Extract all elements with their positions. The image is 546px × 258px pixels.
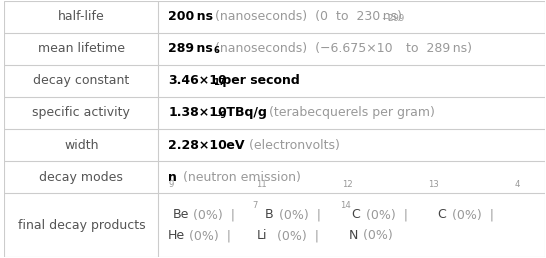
Text: 4: 4	[514, 180, 520, 189]
Text: width: width	[64, 139, 99, 151]
Text: C: C	[351, 208, 360, 221]
Text: B: B	[265, 208, 274, 221]
Text: n: n	[168, 171, 177, 184]
Text: 17: 17	[213, 78, 225, 87]
Text: (0%)  |: (0%) |	[271, 208, 329, 221]
Text: Be: Be	[173, 208, 189, 221]
Text: final decay products: final decay products	[17, 219, 145, 232]
Text: 9: 9	[168, 180, 174, 189]
Text: half-life: half-life	[58, 10, 105, 23]
Text: C: C	[437, 208, 446, 221]
Text: 1.38×10: 1.38×10	[168, 107, 227, 119]
Text: 6: 6	[213, 46, 219, 55]
Text: −9: −9	[213, 110, 227, 119]
Text: (0%)  |: (0%) |	[181, 229, 239, 243]
Text: Li: Li	[256, 229, 267, 243]
Text: decay constant: decay constant	[33, 74, 129, 87]
Text: 200 ns: 200 ns	[168, 10, 213, 23]
Text: (0%)  |: (0%) |	[186, 208, 244, 221]
Text: (terabecquerels per gram): (terabecquerels per gram)	[260, 107, 435, 119]
Text: (neutron emission): (neutron emission)	[175, 171, 300, 184]
Text: 12: 12	[342, 180, 353, 189]
Text: 2.28×10: 2.28×10	[168, 139, 227, 151]
Text: 289 ns: 289 ns	[168, 42, 213, 55]
Text: TBq/g: TBq/g	[222, 107, 267, 119]
Text: −299: −299	[381, 14, 404, 23]
Text: 3.46×10: 3.46×10	[168, 74, 227, 87]
Text: decay modes: decay modes	[39, 171, 123, 184]
Text: (0%)  |: (0%) |	[358, 208, 416, 221]
Text: 14: 14	[340, 201, 351, 210]
Text: 7: 7	[252, 201, 257, 210]
Text: (nanoseconds)  (−6.675×10: (nanoseconds) (−6.675×10	[207, 42, 393, 55]
Text: to  289 ns): to 289 ns)	[398, 42, 472, 55]
Text: (0%): (0%)	[355, 229, 393, 243]
Text: eV: eV	[222, 139, 245, 151]
Text: 11: 11	[256, 180, 267, 189]
Text: He: He	[168, 229, 185, 243]
Text: (0%)  |: (0%) |	[269, 229, 327, 243]
Text: (0%)  |: (0%) |	[443, 208, 502, 221]
Text: 13: 13	[429, 180, 439, 189]
Text: N: N	[349, 229, 358, 243]
Text: (nanoseconds)  (0  to  230 ns): (nanoseconds) (0 to 230 ns)	[207, 10, 402, 23]
Text: per second: per second	[218, 74, 299, 87]
Text: (electronvolts): (electronvolts)	[241, 139, 340, 151]
Text: specific activity: specific activity	[32, 107, 130, 119]
Text: mean lifetime: mean lifetime	[38, 42, 125, 55]
